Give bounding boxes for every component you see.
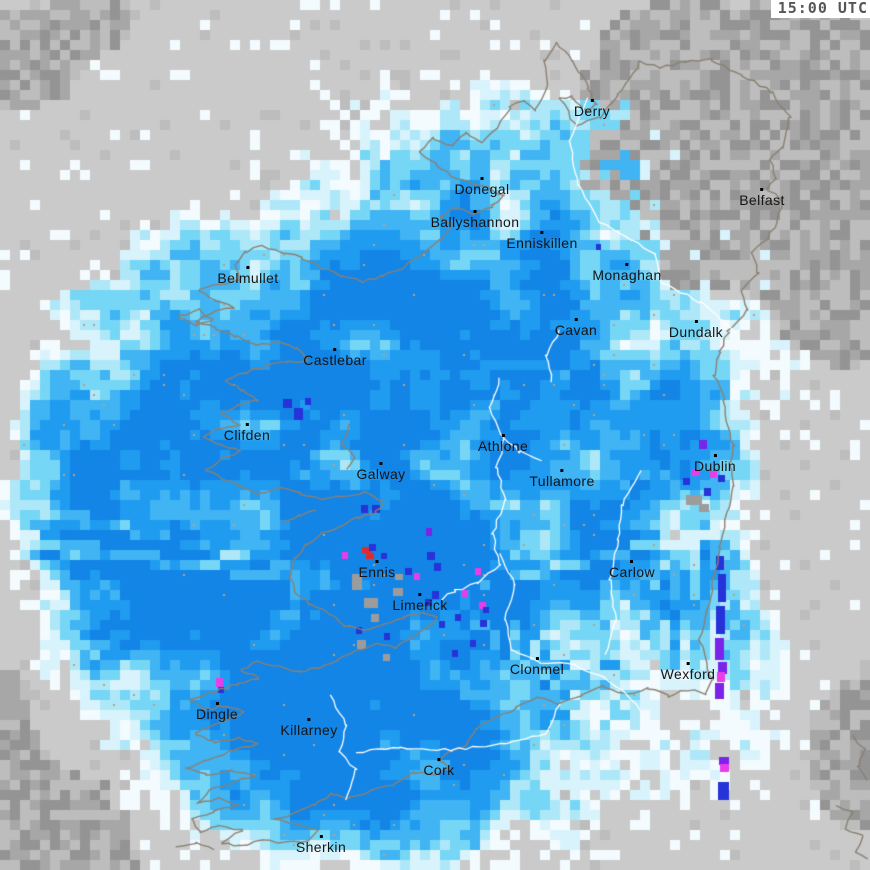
city-label: Clonmel bbox=[509, 661, 565, 677]
city-marker-killarney: Killarney bbox=[280, 718, 337, 737]
city-label: Dundalk bbox=[668, 324, 724, 340]
city-marker-dublin: Dublin bbox=[694, 454, 736, 473]
city-label: Athlone bbox=[477, 438, 529, 454]
city-marker-clifden: Clifden bbox=[224, 423, 270, 442]
city-label: Castlebar bbox=[303, 352, 367, 368]
city-label: Dublin bbox=[693, 458, 737, 474]
city-label: Killarney bbox=[280, 722, 338, 738]
city-label: Wexford bbox=[660, 666, 716, 682]
city-dot-icon bbox=[574, 318, 578, 321]
city-label: Donegal bbox=[454, 181, 510, 197]
city-marker-castlebar: Castlebar bbox=[303, 348, 367, 367]
city-dot-icon bbox=[307, 718, 311, 721]
city-label: Sherkin bbox=[295, 839, 347, 855]
city-label: Belfast bbox=[739, 192, 785, 208]
city-dot-icon bbox=[319, 835, 323, 838]
timestamp: 15:00 UTC bbox=[770, 0, 870, 18]
city-marker-monaghan: Monaghan bbox=[592, 263, 661, 282]
city-label: Clifden bbox=[223, 427, 271, 443]
city-marker-cork: Cork bbox=[423, 758, 454, 777]
city-dot-icon bbox=[437, 758, 441, 761]
city-marker-wexford: Wexford bbox=[661, 662, 716, 681]
city-label: Belmullet bbox=[217, 270, 279, 286]
city-dot-icon bbox=[686, 662, 690, 665]
city-marker-carlow: Carlow bbox=[609, 560, 655, 579]
city-dot-icon bbox=[540, 231, 544, 234]
city-marker-clonmel: Clonmel bbox=[510, 657, 564, 676]
city-marker-dingle: Dingle bbox=[196, 702, 238, 721]
city-label: Dingle bbox=[195, 706, 239, 722]
city-marker-ballyshannon: Ballyshannon bbox=[431, 210, 520, 229]
city-dot-icon bbox=[501, 434, 505, 437]
city-marker-sherkin: Sherkin bbox=[296, 835, 346, 854]
city-marker-cavan: Cavan bbox=[555, 318, 597, 337]
city-label: Ballyshannon bbox=[430, 214, 520, 230]
city-dot-icon bbox=[560, 469, 564, 472]
city-label: Ennis bbox=[358, 564, 396, 580]
city-dot-icon bbox=[379, 462, 383, 465]
city-marker-ennis: Ennis bbox=[358, 560, 395, 579]
city-label: Derry bbox=[573, 103, 611, 119]
city-label: Carlow bbox=[609, 564, 655, 580]
city-dot-icon bbox=[760, 188, 764, 191]
city-dot-icon bbox=[333, 348, 337, 351]
city-dot-icon bbox=[480, 177, 484, 180]
city-dot-icon bbox=[535, 657, 539, 660]
city-dot-icon bbox=[418, 593, 422, 596]
city-label: Galway bbox=[356, 466, 406, 482]
city-marker-limerick: Limerick bbox=[392, 593, 447, 612]
city-dot-icon bbox=[630, 560, 634, 563]
city-marker-tullamore: Tullamore bbox=[529, 469, 594, 488]
city-marker-athlone: Athlone bbox=[478, 434, 528, 453]
city-marker-belfast: Belfast bbox=[739, 188, 785, 207]
city-dot-icon bbox=[473, 210, 477, 213]
city-dot-icon bbox=[245, 423, 249, 426]
city-label: Cork bbox=[423, 762, 455, 778]
city-label: Cavan bbox=[554, 322, 598, 338]
city-label: Enniskillen bbox=[506, 235, 578, 251]
city-marker-enniskillen: Enniskillen bbox=[506, 231, 577, 250]
city-marker-donegal: Donegal bbox=[455, 177, 510, 196]
city-label: Monaghan bbox=[592, 267, 662, 283]
city-dot-icon bbox=[375, 560, 379, 563]
city-dot-icon bbox=[694, 320, 698, 323]
city-dot-icon bbox=[246, 266, 250, 269]
city-label: Limerick bbox=[392, 597, 448, 613]
city-marker-galway: Galway bbox=[356, 462, 405, 481]
city-dot-icon bbox=[625, 263, 629, 266]
city-dot-icon bbox=[590, 99, 594, 102]
city-label: Tullamore bbox=[529, 473, 595, 489]
city-marker-belmullet: Belmullet bbox=[217, 266, 278, 285]
city-dot-icon bbox=[215, 702, 219, 705]
city-dot-icon bbox=[713, 454, 717, 457]
city-marker-dundalk: Dundalk bbox=[669, 320, 723, 339]
city-marker-derry: Derry bbox=[574, 99, 610, 118]
